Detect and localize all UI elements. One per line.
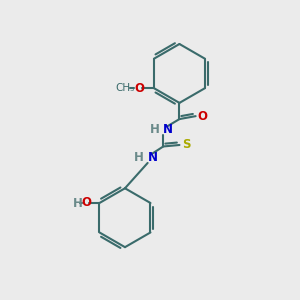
Text: CH₃: CH₃ [116, 83, 135, 93]
Text: O: O [197, 110, 207, 123]
Text: H: H [134, 151, 144, 164]
Text: H: H [149, 123, 159, 136]
Text: N: N [163, 123, 173, 136]
Text: O: O [134, 82, 144, 95]
Text: O: O [81, 196, 91, 209]
Text: N: N [148, 151, 158, 164]
Text: H: H [73, 197, 82, 210]
Text: S: S [182, 138, 190, 151]
